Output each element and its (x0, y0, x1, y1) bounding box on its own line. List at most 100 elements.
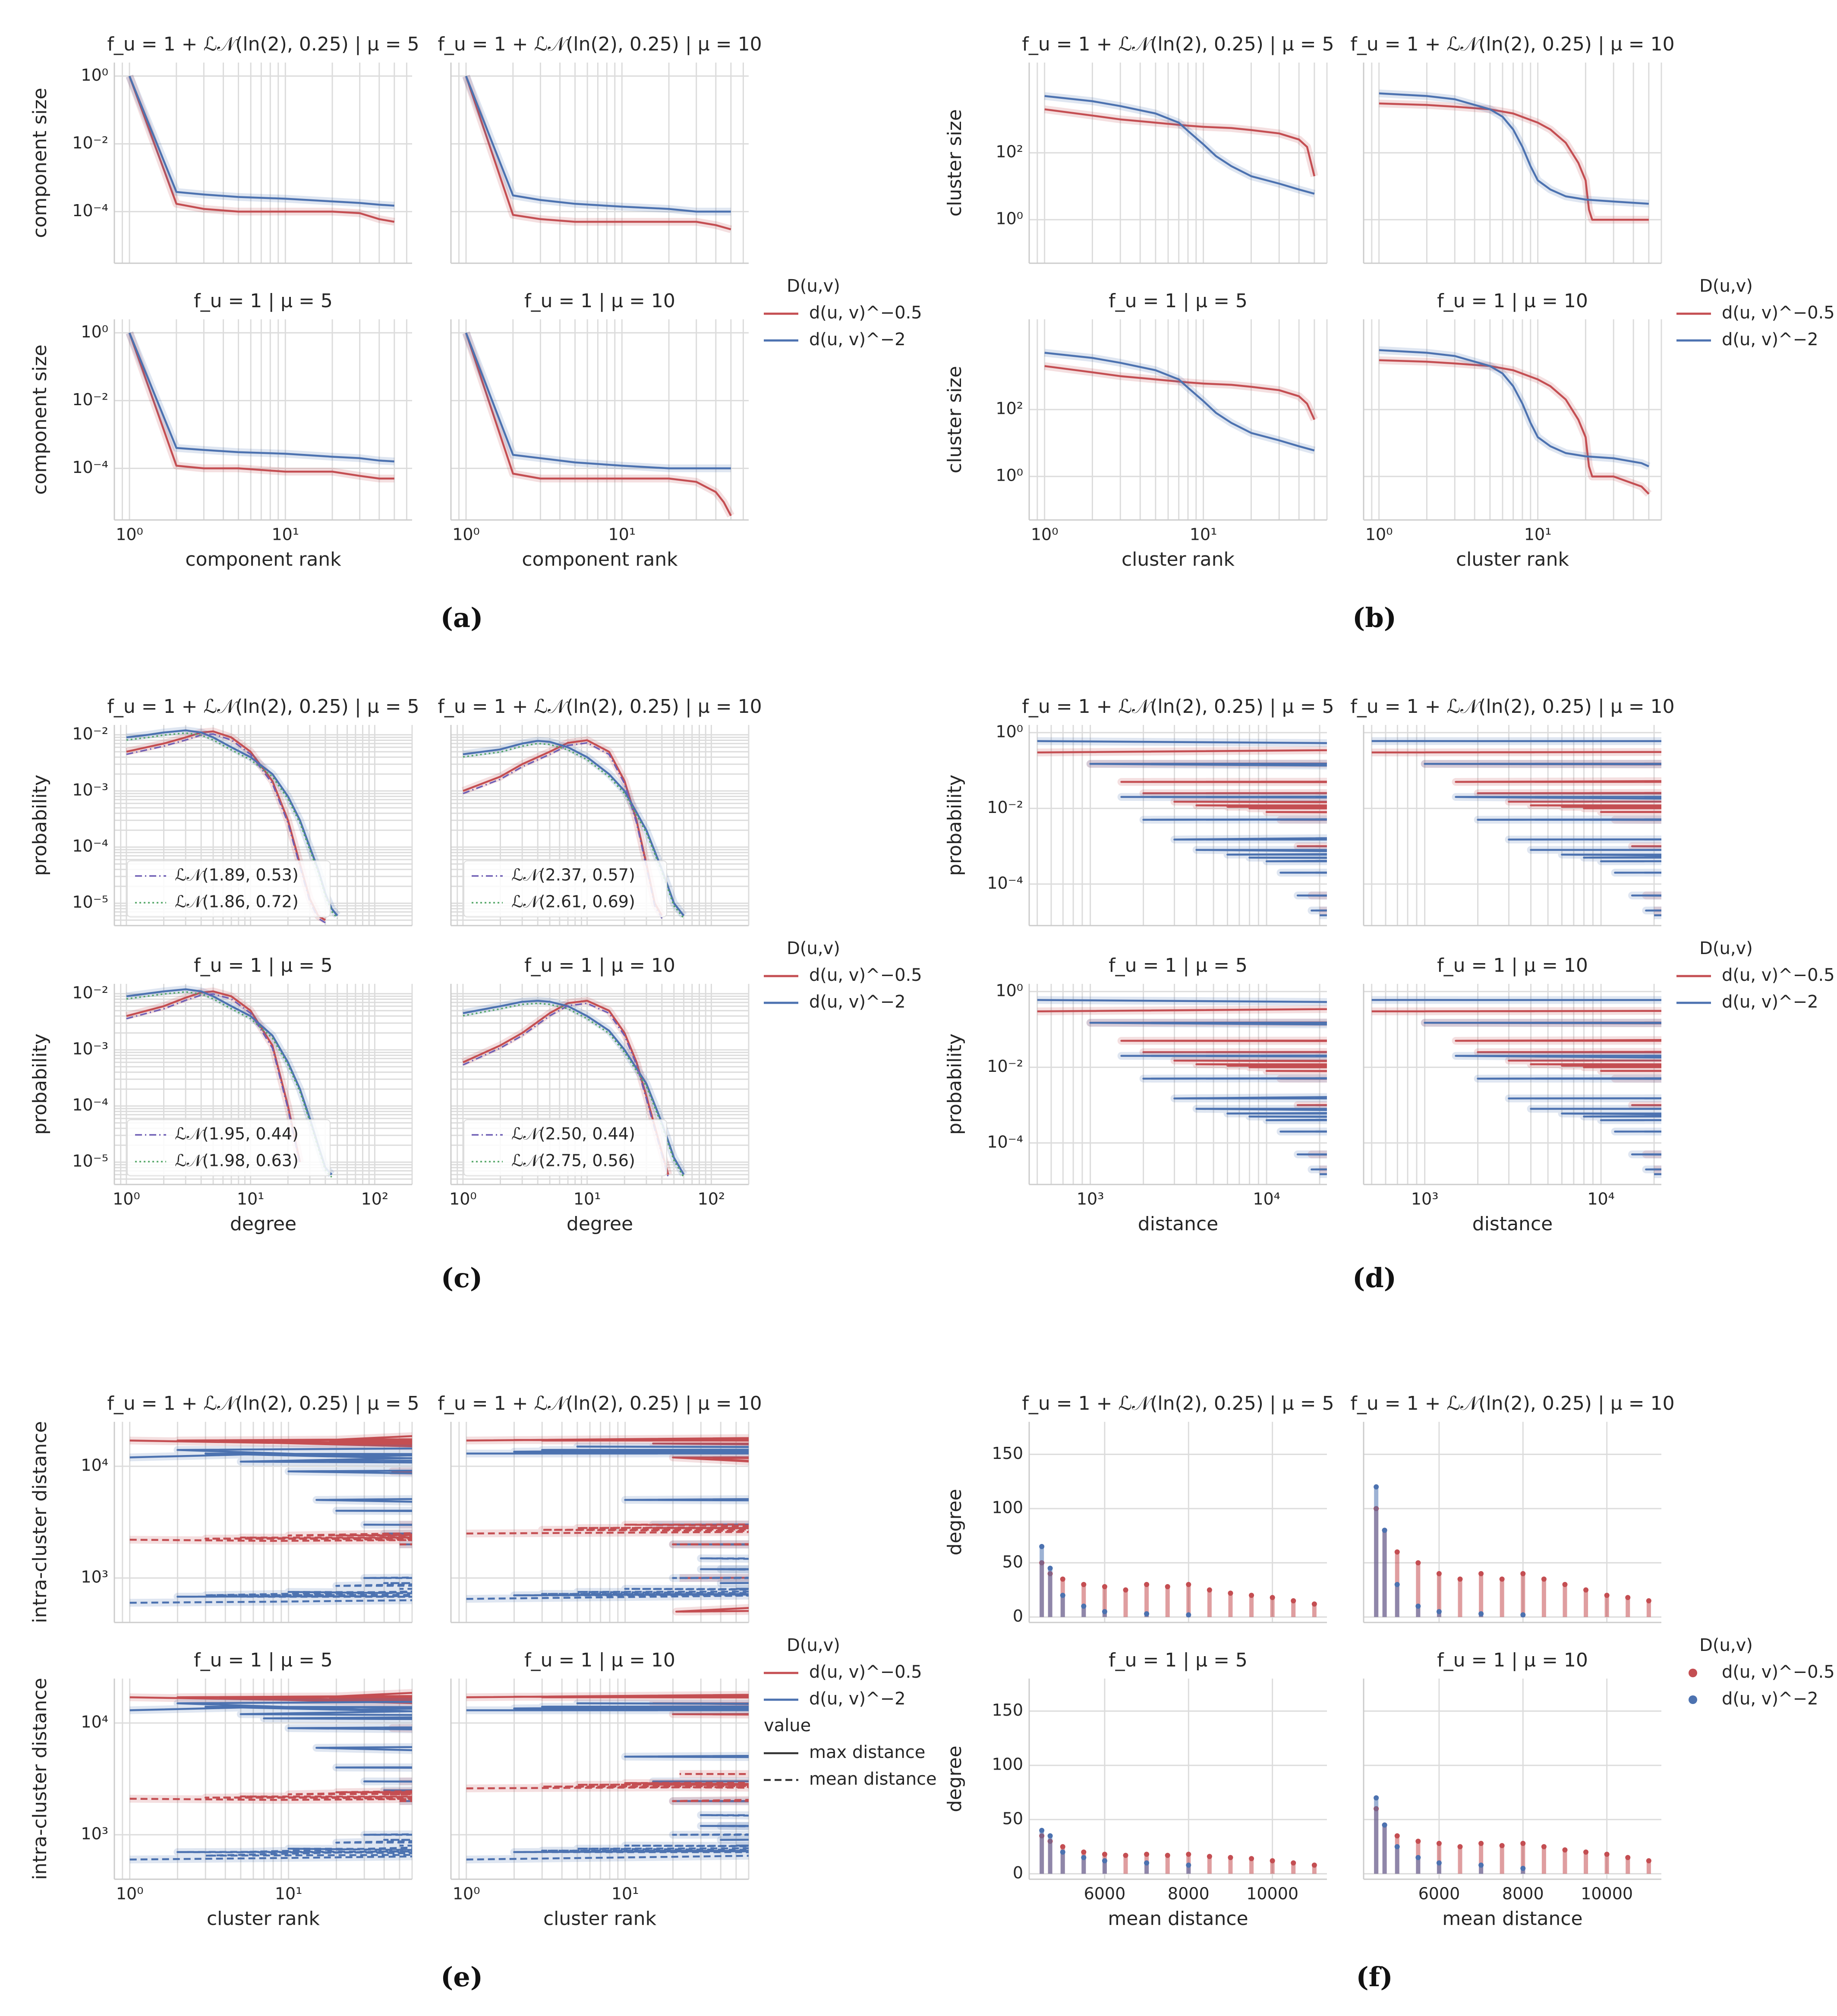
scatter-point (1186, 1862, 1191, 1868)
confidence-band (462, 331, 734, 518)
legend-marker (1689, 1669, 1697, 1677)
y-tick-label: 10³ (81, 1824, 108, 1843)
scatter-point (1123, 1587, 1128, 1593)
panel-title: f_u = 1 | μ = 10 (524, 954, 675, 976)
x-tick-label: 10000 (1246, 1884, 1298, 1903)
scatter-point (1520, 1571, 1526, 1576)
y-tick-label: 10⁰ (996, 722, 1023, 741)
scatter-point (1207, 1587, 1212, 1593)
scatter-point (1457, 1576, 1463, 1582)
confidence-band (466, 1443, 749, 1593)
scatter-point (1457, 1844, 1463, 1849)
panel-title: f_u = 1 | μ = 5 (194, 290, 333, 312)
x-axis-label: cluster rank (207, 1908, 320, 1930)
legend-label: d(u, v)^−0.5 (1722, 1662, 1835, 1682)
scatter-point (1646, 1858, 1651, 1864)
scatter-point (1499, 1843, 1505, 1849)
confidence-band (1371, 737, 1661, 920)
scatter-point (1102, 1584, 1107, 1590)
series-line (128, 332, 394, 480)
y-tick-label: 0 (1013, 1606, 1023, 1625)
panel-d-1: f_u = 1 + ℒ𝒩(ln(2), 0.25) | μ = 10 (1350, 696, 1675, 926)
legend-e: D(u,v) d(u, v)^−0.5 d(u, v)^−2 value max dis… (764, 1635, 937, 1789)
panel-title: f_u = 1 + ℒ𝒩(ln(2), 0.25) | μ = 10 (1350, 696, 1674, 718)
caption-d: (d) (1352, 1262, 1396, 1294)
legend-title: D(u,v) (1699, 1635, 1753, 1655)
x-tick-label: 6000 (1418, 1884, 1460, 1903)
y-tick-label: 10⁻⁵ (72, 1152, 108, 1171)
scatter-series (1039, 1544, 1191, 1618)
scatter-point (1394, 1582, 1400, 1588)
y-tick-label: 10² (996, 142, 1023, 161)
legend-label: d(u, v)^−2 (809, 992, 906, 1012)
scatter-point (1394, 1844, 1400, 1849)
x-axis-label: cluster rank (1122, 548, 1235, 570)
panel-a-2: f_u = 1 | μ = 5 10⁰ 10⁻² 10⁻⁴ 10⁰ 10¹ componen… (29, 290, 412, 570)
scatter-point (1562, 1847, 1568, 1853)
plot-area (126, 331, 395, 482)
series-line (1379, 359, 1650, 495)
panel-title: f_u = 1 + ℒ𝒩(ln(2), 0.25) | μ = 5 (1022, 696, 1334, 718)
scatter-point (1144, 1611, 1150, 1616)
scatter-point (1415, 1855, 1421, 1860)
panel-title: f_u = 1 | μ = 10 (1437, 954, 1588, 976)
scatter-point (1144, 1582, 1150, 1588)
subfigure-f: f_u = 1 + ℒ𝒩(ln(2), 0.25) | μ = 5 0 50 100 1… (944, 1392, 1675, 1993)
legend-value-title: value (764, 1716, 811, 1736)
y-axis-label: probability (29, 1033, 51, 1135)
scatter-point (1060, 1576, 1065, 1582)
confidence-band (1044, 92, 1316, 198)
series-line (465, 76, 731, 213)
x-axis-label: distance (1472, 1213, 1553, 1235)
legend-label: d(u, v)^−2 (809, 1689, 906, 1709)
y-tick-label: 150 (992, 1444, 1023, 1463)
fit-legend-label: ℒ𝒩(2.50, 0.44) (511, 1125, 635, 1143)
y-tick-label: 10⁻⁴ (987, 1132, 1023, 1151)
scatter-point (1186, 1582, 1191, 1588)
scatter-point (1186, 1612, 1191, 1618)
series-line (465, 332, 731, 469)
scatter-point (1060, 1844, 1065, 1849)
plot-area (1037, 996, 1327, 1178)
plot-area (462, 75, 732, 233)
plot-area (1044, 349, 1318, 454)
scatter-point (1311, 1862, 1317, 1868)
x-tick-label: 10³ (1411, 1190, 1439, 1209)
confidence-band (129, 1529, 412, 1548)
legend-label: d(u, v)^−0.5 (1722, 303, 1835, 323)
scatter-point (1047, 1833, 1053, 1839)
subfigure-e: f_u = 1 + ℒ𝒩(ln(2), 0.25) | μ = 5 10⁴ 10³ i… (29, 1392, 762, 1993)
fit-curve (126, 733, 326, 923)
scatter-point (1081, 1603, 1087, 1609)
y-axis-label: intra-cluster distance (29, 1678, 51, 1880)
series-line (466, 1814, 749, 1861)
x-tick-label: 10² (361, 1190, 389, 1209)
scatter-point (1436, 1571, 1442, 1576)
y-tick-label: 0 (1013, 1863, 1023, 1882)
scatter-point (1478, 1841, 1484, 1846)
scatter-point (1249, 1593, 1254, 1598)
scatter-point (1541, 1576, 1547, 1582)
panel-b-2: f_u = 1 | μ = 5 10² 10⁰ 10⁰ 10¹ cluster rank c… (944, 290, 1328, 570)
y-tick-label: 10⁻³ (72, 1040, 108, 1058)
caption-e: (e) (441, 1961, 483, 1993)
x-tick-label: 10¹ (608, 525, 636, 544)
series-line (466, 1702, 749, 1847)
scatter-point (1144, 1852, 1150, 1857)
series-line (1044, 108, 1316, 176)
x-tick-label: 10¹ (1524, 525, 1552, 544)
panel-c-1: f_u = 1 + ℒ𝒩(ln(2), 0.25) | μ = 10 ℒ𝒩(2.3… (438, 696, 762, 926)
scatter-point (1270, 1858, 1275, 1864)
series-line (1379, 349, 1649, 467)
plot-area (1374, 1795, 1651, 1874)
caption-a: (a) (441, 602, 483, 633)
series-line (129, 1576, 412, 1604)
subfigure-d: f_u = 1 + ℒ𝒩(ln(2), 0.25) | μ = 5 10⁰ 10⁻²… (944, 696, 1675, 1294)
scatter-point (1039, 1544, 1045, 1550)
plot-area (1371, 996, 1661, 1178)
y-tick-label: 10⁻² (987, 798, 1023, 817)
scatter-series (1374, 1484, 1526, 1618)
legend-label: d(u, v)^−2 (1722, 330, 1818, 350)
panel-title: f_u = 1 | μ = 10 (1437, 290, 1588, 312)
y-tick-label: 50 (1002, 1809, 1023, 1828)
